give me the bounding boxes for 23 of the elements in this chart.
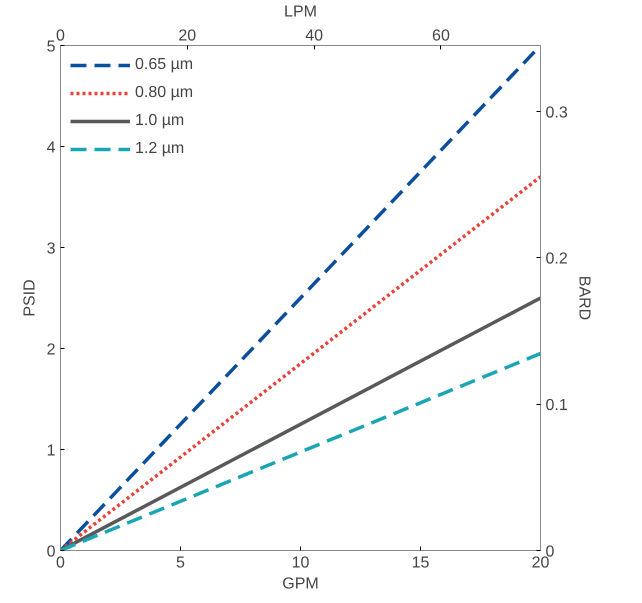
y-tick-label: 0 <box>46 544 56 560</box>
y2-tick-label: 0.2 <box>546 250 568 268</box>
y2-tick-label: 0.3 <box>546 104 568 122</box>
x-tick-label: 5 <box>176 554 186 572</box>
x2-axis-title: LPM <box>284 4 317 20</box>
x2-tick-label: 40 <box>305 28 324 44</box>
x2-tick-label: 60 <box>432 28 450 44</box>
y-axis-title: PSID <box>22 279 39 317</box>
x-axis-title: GPM <box>282 576 319 592</box>
legend-label: 0.80 µm <box>135 84 194 102</box>
legend-label: 1.2 µm <box>135 140 184 158</box>
legend-label: 0.65 µm <box>135 56 194 74</box>
x2-tick-label: 20 <box>178 28 196 44</box>
x-tick-label: 10 <box>292 554 310 572</box>
legend-label: 1.0 µm <box>135 112 184 130</box>
y-tick-label: 3 <box>46 240 56 258</box>
y2-tick-label: 0.1 <box>546 397 568 414</box>
y-tick-label: 4 <box>46 140 56 156</box>
y-tick-label: 2 <box>46 342 56 358</box>
y2-axis-title: BARD <box>576 276 593 320</box>
x-tick-label: 15 <box>412 554 430 572</box>
y-tick-label: 5 <box>46 38 56 56</box>
y-tick-label: 1 <box>46 442 56 460</box>
